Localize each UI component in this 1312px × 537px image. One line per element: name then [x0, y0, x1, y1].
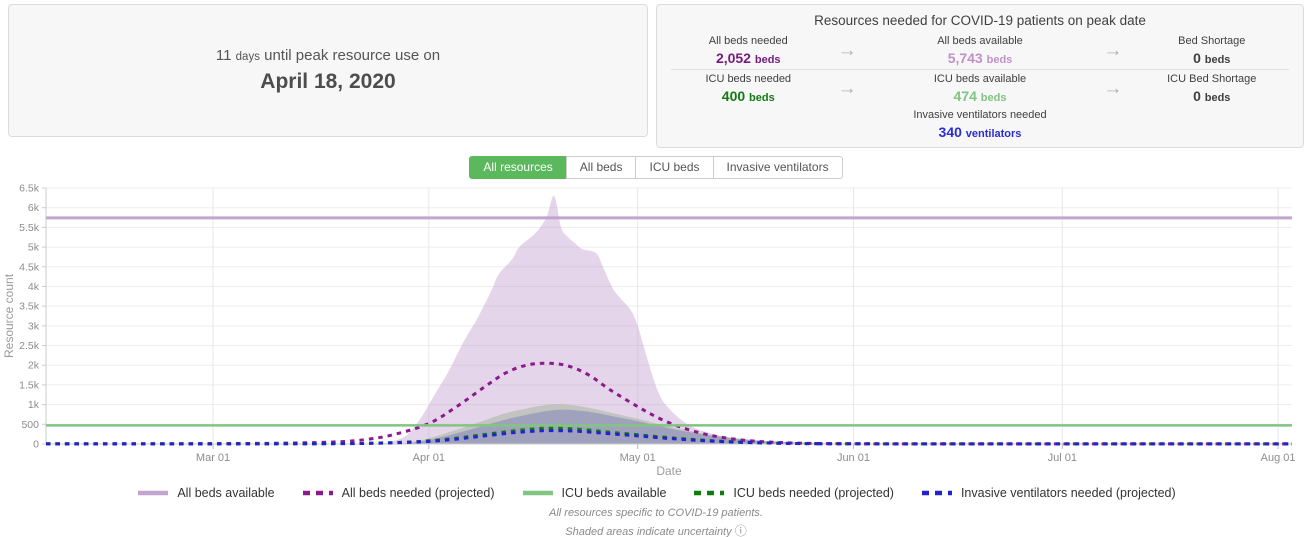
legend-label: Invasive ventilators needed (projected) [960, 486, 1176, 500]
svg-text:1.5k: 1.5k [19, 379, 40, 391]
peak-date: April 18, 2020 [260, 70, 396, 93]
stat-value: 400 beds [721, 87, 775, 104]
svg-text:Jun 01: Jun 01 [837, 452, 870, 464]
ventilators-row: Invasive ventilators needed 340 ventilat… [671, 106, 1289, 143]
legend-label: ICU beds available [561, 486, 667, 500]
stat-all-beds-needed: All beds needed 2,052 beds [671, 35, 826, 66]
stat-icu-beds-needed: ICU beds needed 400 beds [671, 73, 826, 104]
ventilators-uncertainty [401, 409, 903, 444]
chart-legend: All beds available All beds needed (proje… [0, 486, 1312, 500]
tab-invasive-ventilators[interactable]: Invasive ventilators [712, 156, 843, 179]
legend-swatch [138, 490, 169, 496]
svg-text:2.5k: 2.5k [19, 340, 40, 352]
stat-bed-shortage: Bed Shortage 0 beds [1135, 35, 1290, 66]
stat-label: ICU Bed Shortage [1167, 72, 1257, 85]
peak-countdown-rest: until peak resource use on [264, 47, 441, 64]
svg-text:May 01: May 01 [620, 452, 656, 464]
legend-item-all-beds-available[interactable]: All beds available [136, 486, 275, 500]
svg-text:500: 500 [21, 419, 39, 431]
resource-tabs: All resources All beds ICU beds Invasive… [0, 156, 1312, 179]
legend-item-ventilators-needed[interactable]: Invasive ventilators needed (projected) [920, 486, 1176, 500]
flow-arrow-icon: → [837, 39, 857, 61]
legend-swatch [921, 490, 952, 496]
footnote-line2: Shaded areas indicate uncertainty ⓘ [0, 522, 1312, 537]
stat-label: Invasive ventilators needed [913, 109, 1047, 122]
stat-value: 2,052 beds [715, 49, 781, 66]
peak-days-value: 11 [215, 47, 232, 64]
svg-text:Mar 01: Mar 01 [196, 452, 230, 464]
flow-arrow-icon: → [837, 77, 857, 99]
stat-label: ICU beds needed [705, 72, 792, 85]
svg-text:3.5k: 3.5k [19, 301, 40, 313]
stat-ventilators-needed: Invasive ventilators needed 340 ventilat… [869, 109, 1092, 140]
legend-swatch [694, 490, 725, 496]
svg-text:3k: 3k [28, 320, 40, 332]
stat-value: 340 ventilators [938, 124, 1022, 141]
stat-label: ICU beds available [933, 72, 1027, 85]
legend-item-icu-beds-needed[interactable]: ICU beds needed (projected) [692, 486, 894, 500]
stat-value: 5,743 beds [947, 49, 1013, 66]
tab-icu-beds[interactable]: ICU beds [635, 156, 714, 179]
legend-label: All beds needed (projected) [341, 486, 495, 500]
svg-text:Apr 01: Apr 01 [413, 452, 445, 464]
svg-text:1k: 1k [28, 399, 40, 411]
svg-text:Jul 01: Jul 01 [1048, 452, 1077, 464]
legend-label: All beds available [177, 486, 275, 500]
resource-chart-area: 0 500 1k 1.5k 2k 2.5k 3k 3.5k 4k 4.5k 5k 5.5k 6k 6.5k… [0, 181, 1312, 482]
stat-value: 474 beds [953, 87, 1007, 104]
svg-text:6.5k: 6.5k [19, 183, 40, 195]
info-icon[interactable]: ⓘ [734, 523, 747, 537]
flow-arrow-icon: → [1103, 39, 1123, 61]
summary-panels: 11 days until peak resource use on April… [0, 0, 1312, 148]
footnote-line2-text: Shaded areas indicate uncertainty [565, 525, 732, 537]
all-beds-row: All beds needed 2,052 beds → All beds av… [671, 32, 1289, 70]
stat-label: All beds available [937, 34, 1023, 47]
svg-text:6k: 6k [28, 202, 40, 214]
resource-chart[interactable]: 0 500 1k 1.5k 2k 2.5k 3k 3.5k 4k 4.5k 5k 5.5k 6k 6.5k… [0, 181, 1312, 479]
stat-value: 0 beds [1193, 49, 1231, 66]
svg-text:5.5k: 5.5k [19, 222, 40, 234]
svg-text:Date: Date [656, 464, 682, 477]
icu-beds-needed [45, 426, 1293, 446]
resources-panel: Resources needed for COVID-19 patients o… [656, 4, 1304, 148]
stat-icu-bed-shortage: ICU Bed Shortage 0 beds [1135, 73, 1290, 104]
stat-label: Bed Shortage [1178, 34, 1246, 47]
stat-all-beds-available: All beds available 5,743 beds [869, 35, 1092, 66]
legend-swatch [302, 490, 333, 496]
peak-date-panel: 11 days until peak resource use on April… [8, 4, 648, 137]
legend-item-all-beds-needed[interactable]: All beds needed (projected) [301, 486, 495, 500]
stat-value: 0 beds [1193, 87, 1231, 104]
svg-text:2k: 2k [28, 360, 40, 372]
icu-beds-row: ICU beds needed 400 beds → ICU beds avai… [671, 70, 1289, 107]
chart-footnotes: All resources specific to COVID-19 patie… [0, 505, 1312, 537]
peak-days-unit: days [235, 51, 260, 63]
peak-countdown-text: 11 days until peak resource use on [216, 47, 440, 64]
svg-text:4.5k: 4.5k [19, 261, 40, 273]
all-beds-uncertainty [380, 195, 889, 444]
legend-item-icu-beds-available[interactable]: ICU beds available [521, 486, 667, 500]
svg-text:4k: 4k [28, 281, 40, 293]
icu-beds-uncertainty [401, 404, 889, 444]
resources-panel-title: Resources needed for COVID-19 patients o… [814, 13, 1146, 28]
stat-label: All beds needed [708, 34, 788, 47]
tab-all-beds[interactable]: All beds [565, 156, 637, 179]
svg-text:Resource count: Resource count [2, 273, 16, 358]
svg-text:5k: 5k [28, 242, 40, 254]
footnote-line1: All resources specific to COVID-19 patie… [549, 507, 763, 519]
legend-label: ICU beds needed (projected) [733, 486, 894, 500]
stat-icu-beds-available: ICU beds available 474 beds [869, 73, 1092, 104]
tab-all-resources[interactable]: All resources [469, 156, 567, 179]
legend-swatch [522, 490, 553, 496]
svg-text:0: 0 [33, 439, 39, 451]
flow-arrow-icon: → [1103, 77, 1123, 99]
svg-text:Aug 01: Aug 01 [1261, 452, 1296, 464]
